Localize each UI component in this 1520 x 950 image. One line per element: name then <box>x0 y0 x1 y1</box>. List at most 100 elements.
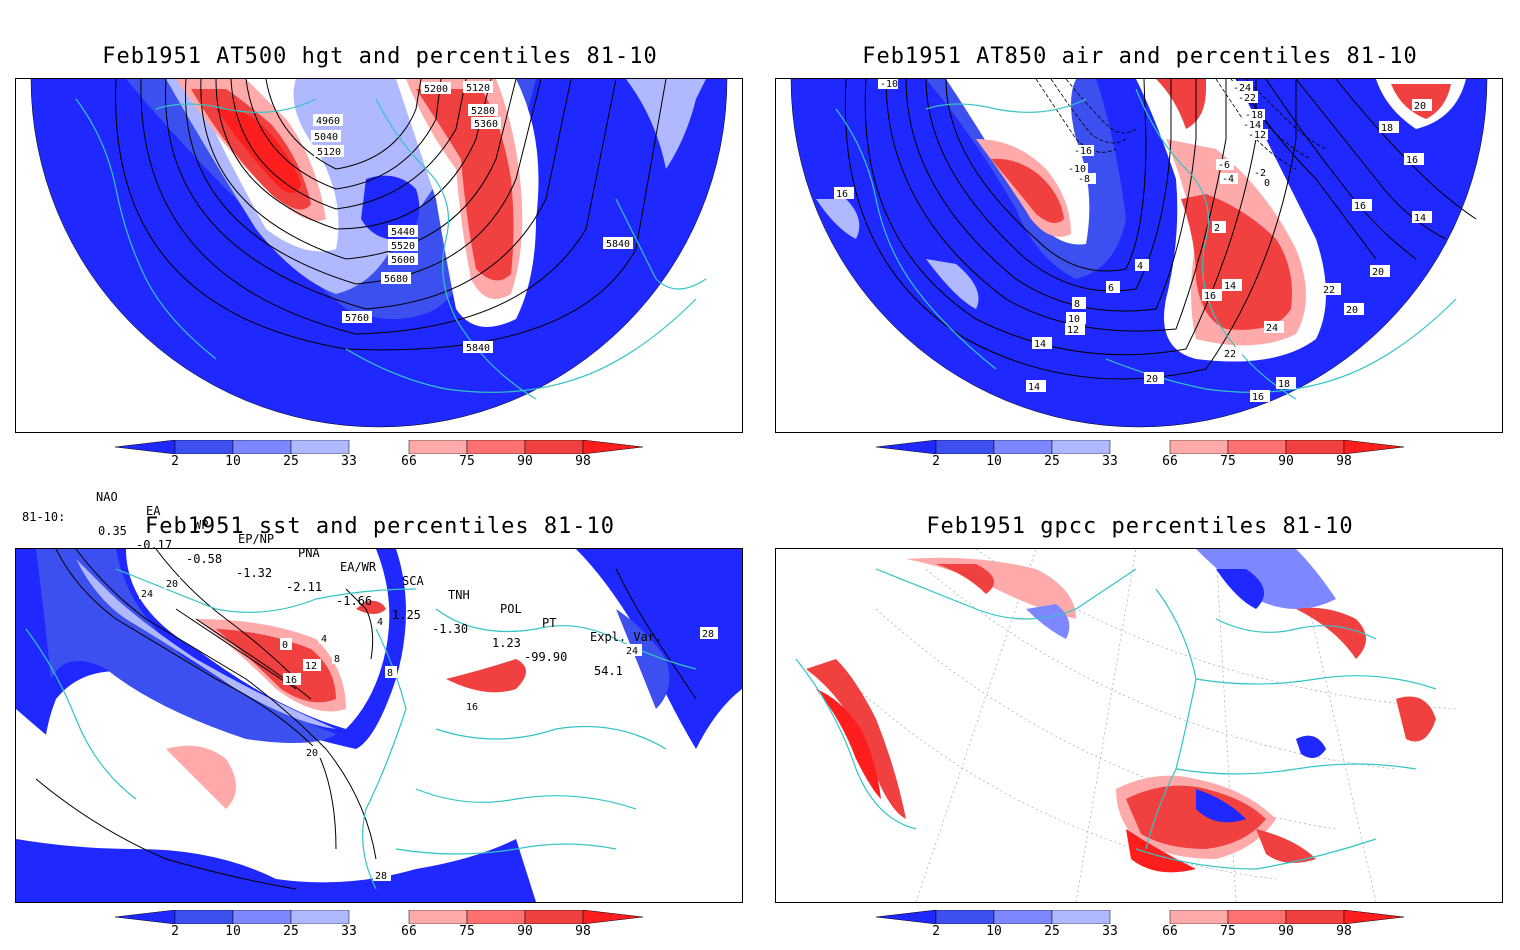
colorbar-tick: 90 <box>517 924 533 939</box>
svg-text:-12: -12 <box>1248 130 1266 141</box>
map-panel-gpcc <box>775 548 1503 903</box>
contour-label: 12 <box>303 659 321 672</box>
svg-text:5360: 5360 <box>474 119 498 130</box>
index-value: 1.25 <box>392 608 421 622</box>
panel-title-sst: Feb1951 sst and percentiles 81-10 <box>144 514 616 539</box>
contour-label: 20 <box>1370 265 1390 278</box>
contour-label: 12 <box>1065 323 1085 336</box>
index-value: -0.17 <box>136 538 173 552</box>
map-panel-500hgt: 5120 5200 4960 5280 5040 5360 5120 5440 … <box>15 78 743 433</box>
svg-text:16: 16 <box>1406 155 1418 166</box>
svg-text:16: 16 <box>1354 201 1366 212</box>
contour-label: 16 <box>834 187 854 200</box>
colorbar-tick: 66 <box>1162 924 1178 939</box>
contour-label: 0 <box>280 638 292 651</box>
svg-text:5120: 5120 <box>317 147 341 158</box>
index-value: 1.23 <box>492 636 521 650</box>
contour-label: 8 <box>1072 297 1086 310</box>
colorbar-tick: 10 <box>986 454 1002 469</box>
colorbar-tick: 2 <box>171 924 179 939</box>
index-header: EP/NP <box>238 532 275 546</box>
index-header: NAO <box>96 490 118 504</box>
colorbar-tick: 90 <box>517 454 533 469</box>
contour-label: 0 <box>1262 177 1276 189</box>
svg-text:8: 8 <box>1074 299 1080 310</box>
index-value: -99.90 <box>524 650 568 664</box>
contour-label: 16 <box>283 673 301 686</box>
colorbar-bottom-right: 2 10 25 33 66 75 90 98 <box>876 910 1416 950</box>
index-row-label: 81-10: <box>22 510 66 524</box>
contour-label: 14 <box>1222 279 1242 292</box>
contour-label: 2 <box>1212 221 1226 234</box>
svg-text:-2: -2 <box>1254 168 1266 179</box>
svg-text:16: 16 <box>1252 392 1264 403</box>
contour-label: 4 <box>1135 259 1149 272</box>
svg-text:-10: -10 <box>1068 164 1086 175</box>
svg-text:5840: 5840 <box>466 343 490 354</box>
panel-title-gpcc: Feb1951 gpcc percentiles 81-10 <box>926 514 1354 539</box>
index-header: TNH <box>448 588 470 602</box>
contour-label: 22 <box>1321 283 1341 296</box>
contour-label: 28 <box>373 869 391 882</box>
svg-text:20: 20 <box>1346 305 1358 316</box>
contour-label: 5360 <box>471 117 501 130</box>
svg-text:14: 14 <box>1414 213 1426 224</box>
contour-label: -2 <box>1252 167 1270 179</box>
colorbar-tick: 10 <box>225 924 241 939</box>
colorbar-tick: 75 <box>1220 924 1236 939</box>
colorbar-tick: 33 <box>1102 924 1118 939</box>
contour-label: -18 <box>1243 109 1265 121</box>
svg-text:5680: 5680 <box>384 274 408 285</box>
svg-text:18: 18 <box>1381 123 1393 134</box>
contour-label: -10 <box>1066 163 1088 175</box>
svg-text:18: 18 <box>1278 379 1290 390</box>
contour-label: -22 <box>1236 91 1258 104</box>
index-header: PT <box>542 616 557 630</box>
contour-label: -8 <box>1076 173 1096 185</box>
contour-label: 16 <box>464 700 482 713</box>
svg-text:6: 6 <box>1108 283 1114 294</box>
contour-label: 20 <box>164 577 180 590</box>
index-value: 0.35 <box>98 524 127 538</box>
contour-label: 18 <box>1379 121 1399 134</box>
index-header: Expl. Var. <box>590 630 663 644</box>
svg-text:20: 20 <box>1372 267 1384 278</box>
colorbar-tick: 33 <box>1102 454 1118 469</box>
svg-text:12: 12 <box>1067 325 1079 336</box>
svg-text:20: 20 <box>1414 101 1426 112</box>
colorbar-top-left: 2 10 25 33 66 75 90 98 <box>115 440 655 480</box>
contour-label: -24 <box>1231 81 1253 94</box>
contour-label: 8 <box>385 666 397 679</box>
contour-label: 5600 <box>388 253 418 266</box>
contour-label: 5520 <box>388 239 418 252</box>
svg-text:-24: -24 <box>1233 83 1251 94</box>
colorbar-tick: 90 <box>1278 454 1294 469</box>
svg-text:16: 16 <box>1204 291 1216 302</box>
contour-label: 16 <box>1202 289 1222 302</box>
contour-label: 28 <box>700 627 718 640</box>
contour-label: 5280 <box>468 104 498 117</box>
contour-label: 24 <box>1264 321 1284 334</box>
svg-text:12: 12 <box>305 661 317 672</box>
contour-label: 5200 <box>421 82 451 95</box>
colorbar-tick: 66 <box>1162 454 1178 469</box>
svg-text:16: 16 <box>836 189 848 200</box>
contour-label: 24 <box>139 587 155 600</box>
colorbar-tick: 75 <box>1220 454 1236 469</box>
colorbar-tick: 98 <box>575 924 591 939</box>
svg-text:28: 28 <box>375 871 387 882</box>
svg-text:-16: -16 <box>1074 146 1092 157</box>
colorbar-tick: 25 <box>283 924 299 939</box>
colorbar-tick: 66 <box>401 924 417 939</box>
svg-text:14: 14 <box>1034 339 1046 350</box>
colorbar-tick: 2 <box>932 924 940 939</box>
panel-title-850air: Feb1951 AT850 air and percentiles 81-10 <box>862 44 1418 69</box>
contour-label: 20 <box>304 746 322 759</box>
svg-text:5840: 5840 <box>606 239 630 250</box>
contour-label: 8 <box>332 652 344 665</box>
contour-label: 4 <box>375 615 387 628</box>
colorbar-tick: 33 <box>341 454 357 469</box>
colorbar-tick: 33 <box>341 924 357 939</box>
contour-label: -6 <box>1216 159 1234 171</box>
contour-label: 20 <box>1344 303 1364 316</box>
